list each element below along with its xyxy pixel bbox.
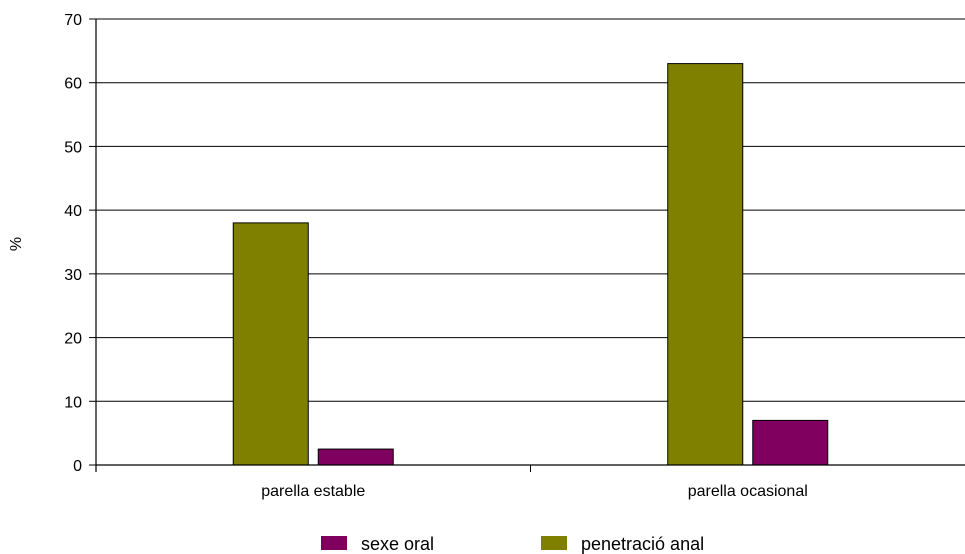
x-category-labels: parella estable parella ocasional <box>261 483 808 500</box>
legend-swatch-2 <box>541 536 567 550</box>
y-axis-label: % <box>8 237 25 251</box>
axes <box>89 18 965 472</box>
y-tick-label-50: 50 <box>64 139 82 156</box>
bar-2-1 <box>667 63 744 466</box>
bar-1-2 <box>317 448 394 466</box>
x-category-label-1: parella estable <box>261 483 365 500</box>
legend-swatch-1 <box>321 536 347 550</box>
y-tick-label-70: 70 <box>64 12 82 29</box>
gridlines <box>96 18 965 402</box>
y-tick-label-0: 0 <box>73 458 82 475</box>
y-tick-label-30: 30 <box>64 267 82 284</box>
legend-label-1: sexe oral <box>361 534 434 554</box>
y-tick-label-60: 60 <box>64 76 82 93</box>
legend-label-2: penetració anal <box>581 534 704 554</box>
y-tick-label-10: 10 <box>64 394 82 411</box>
y-tick-labels: 0 10 20 30 40 50 60 70 <box>64 12 82 475</box>
y-tick-label-40: 40 <box>64 203 82 220</box>
x-category-label-2: parella ocasional <box>688 483 808 500</box>
bars <box>232 63 829 466</box>
legend: sexe oral penetració anal <box>321 534 704 554</box>
bar-1-1 <box>232 222 309 466</box>
y-tick-label-20: 20 <box>64 331 82 348</box>
bar-2-2 <box>752 419 829 466</box>
